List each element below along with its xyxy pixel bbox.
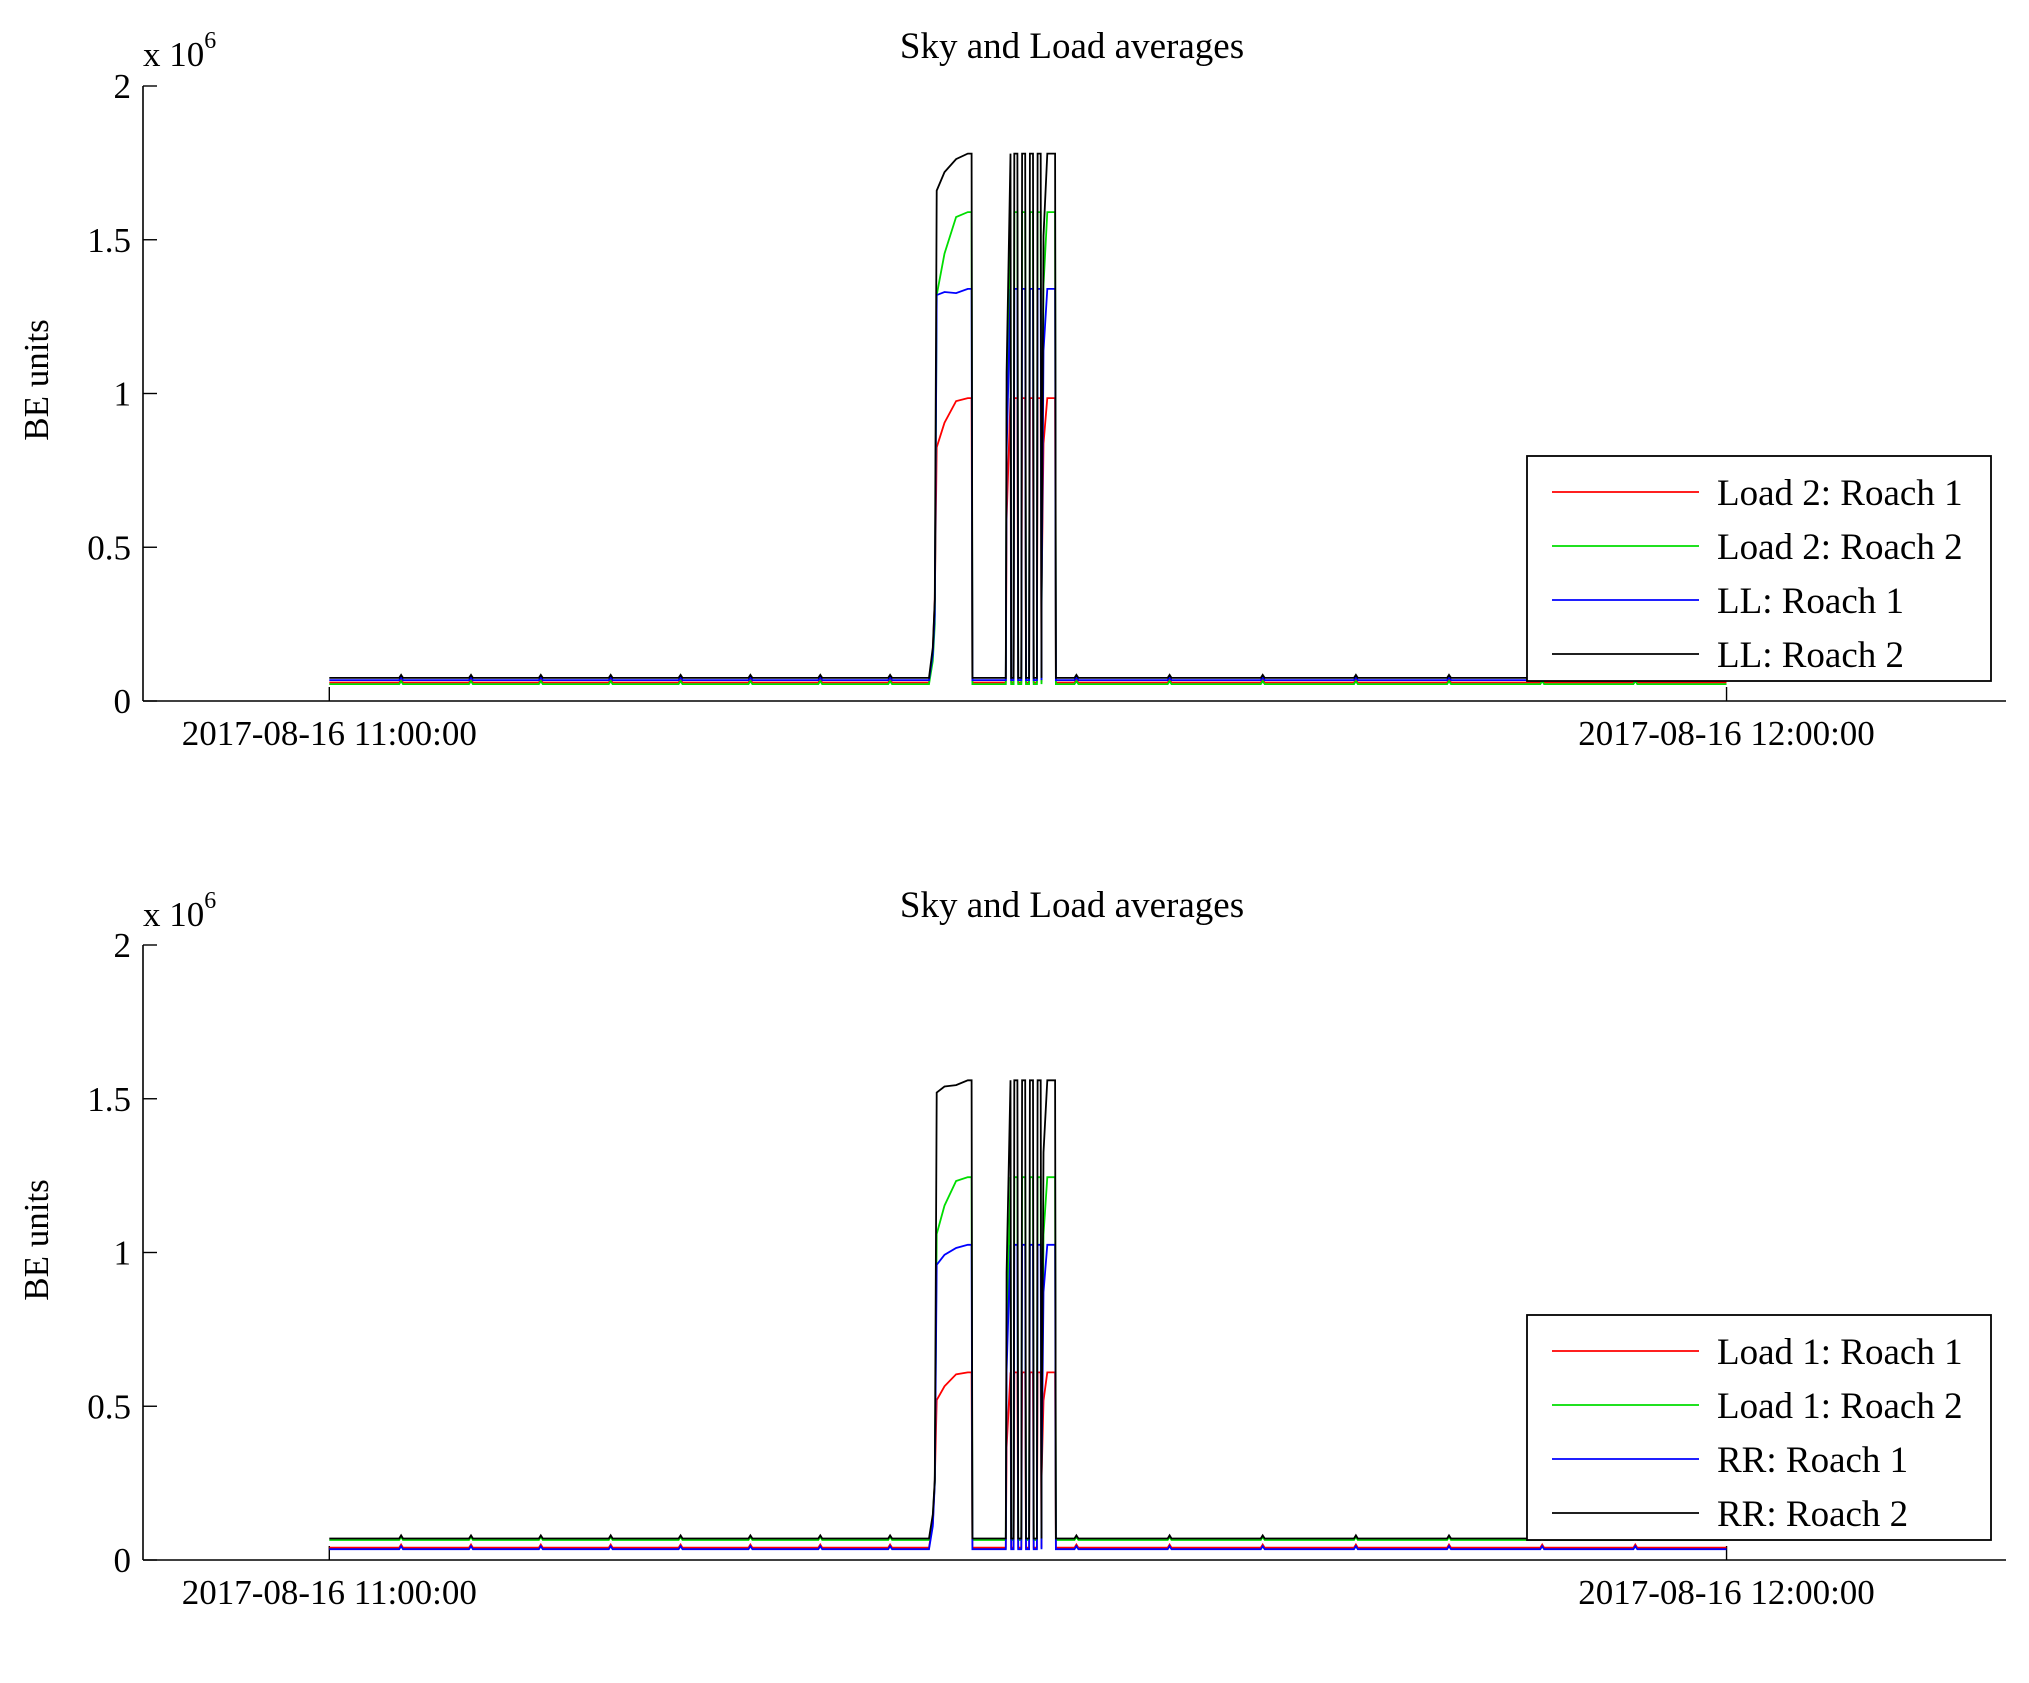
series-line (329, 288, 1727, 681)
y-tick-label: 0 (114, 1541, 132, 1580)
legend-box (1526, 455, 1992, 682)
bottom-plot-axes: 0 0.5 1 1.5 2 2017-08-16 11:00:00 2017-08-16 1… (87, 926, 2006, 1612)
legend-label: LL: Roach 1 (1717, 581, 1904, 622)
y-tick-label: 2 (114, 926, 132, 965)
series-line (329, 152, 1727, 679)
y-tick-label: 2 (114, 67, 132, 106)
y-tick-label: 1 (114, 375, 132, 414)
series-line (329, 211, 1727, 685)
bottom-plot-series (329, 1079, 1727, 1551)
legend-label: RR: Roach 1 (1717, 1440, 1908, 1481)
y-tick-label: 1.5 (87, 1080, 131, 1119)
x-tick-label: 2017-08-16 11:00:00 (182, 714, 477, 753)
series-line (329, 1371, 1727, 1549)
top-plot-y-multiplier-exponent: 6 (204, 28, 216, 54)
top-plot-legend: Load 2: Roach 1 Load 2: Roach 2 LL: Roach … (1526, 455, 1992, 682)
bottom-plot-legend: Load 1: Roach 1 Load 1: Roach 2 RR: Roach … (1526, 1314, 1992, 1541)
series-line (329, 1243, 1727, 1551)
y-tick-label: 0.5 (87, 1387, 131, 1426)
bottom-plot-y-multiplier: x 106 (143, 888, 216, 934)
y-tick-label: 1 (114, 1234, 132, 1273)
y-tick-label: 0.5 (87, 528, 131, 567)
top-plot-y-multiplier: x 106 (143, 28, 216, 74)
bottom-plot-ylabel: BE units (17, 1179, 56, 1301)
top-plot: Sky and Load averages BE units x 106 0 0.… (17, 26, 2006, 753)
legend-label: Load 1: Roach 2 (1717, 1386, 1963, 1427)
x-tick-label: 2017-08-16 11:00:00 (182, 1573, 477, 1612)
top-plot-y-multiplier-base: x 10 (143, 35, 204, 74)
top-plot-axes: 0 0.5 1 1.5 2 2017-08-16 11:00:00 2017-08-16 1… (87, 67, 2006, 753)
bottom-plot-y-multiplier-base: x 10 (143, 895, 204, 934)
legend-label: LL: Roach 2 (1717, 635, 1904, 676)
x-tick-label: 2017-08-16 12:00:00 (1578, 1573, 1875, 1612)
series-line (329, 1176, 1727, 1541)
x-tick-label: 2017-08-16 12:00:00 (1578, 714, 1875, 753)
bottom-plot: Sky and Load averages BE units x 106 0 0.… (17, 885, 2006, 1612)
bottom-plot-title: Sky and Load averages (900, 885, 1244, 926)
top-plot-series (329, 152, 1727, 685)
y-tick-label: 1.5 (87, 221, 131, 260)
legend-label: RR: Roach 2 (1717, 1494, 1908, 1535)
series-line (329, 1079, 1727, 1540)
legend-label: Load 2: Roach 1 (1717, 473, 1963, 514)
legend-label: Load 2: Roach 2 (1717, 527, 1963, 568)
y-tick-label: 0 (114, 682, 132, 721)
top-plot-ylabel: BE units (17, 319, 56, 441)
legend-box (1526, 1314, 1992, 1541)
top-plot-title: Sky and Load averages (900, 26, 1244, 67)
legend-label: Load 1: Roach 1 (1717, 1332, 1963, 1373)
series-line (329, 397, 1727, 684)
bottom-plot-y-multiplier-exponent: 6 (204, 888, 216, 914)
